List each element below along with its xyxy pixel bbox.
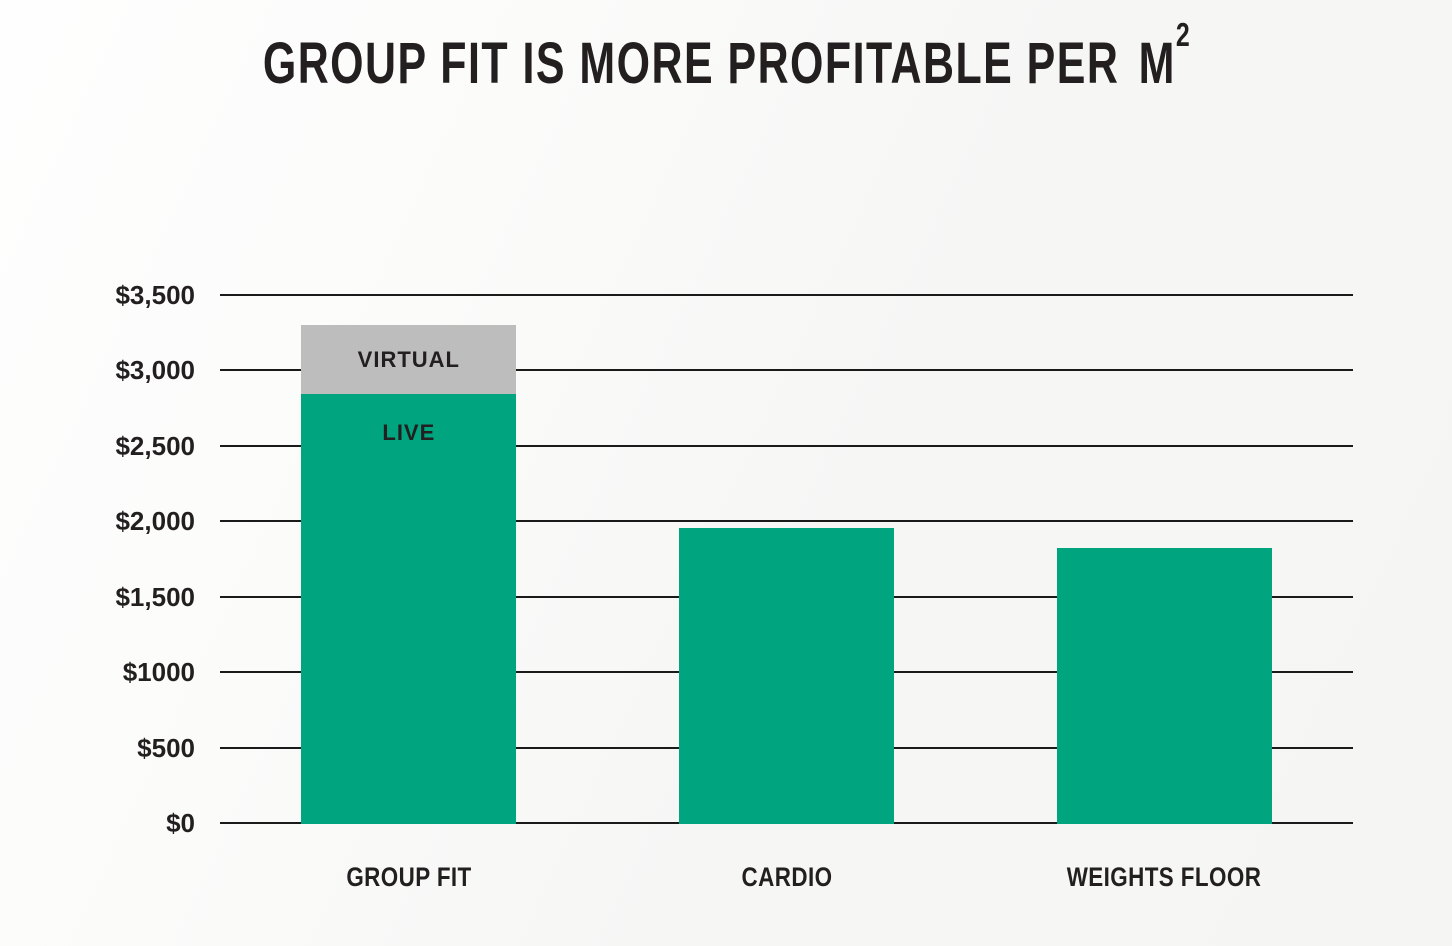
bar-segment-label: VIRTUAL <box>357 346 460 372</box>
x-axis-category-label: CARDIO <box>741 862 832 892</box>
y-axis-tick-label: $500 <box>137 732 195 763</box>
bar-segment-live <box>1056 548 1272 824</box>
bar-segment-label: LIVE <box>382 419 436 445</box>
gridline <box>220 369 1353 372</box>
x-axis-category-label: GROUP FIT <box>346 862 472 892</box>
y-axis-tick-label: $1,500 <box>115 581 195 612</box>
chart-title: GROUP FIT IS MORE PROFITABLE PER M2 <box>0 17 1452 97</box>
y-axis-tick-label: $2,500 <box>115 430 195 461</box>
y-axis-tick-label: $1000 <box>122 657 195 688</box>
bar-segment-virtual: VIRTUAL <box>301 325 517 394</box>
chart-title-unit: M <box>1138 31 1176 96</box>
bar-segment-live: LIVE <box>301 393 517 824</box>
y-axis-tick-label: $0 <box>166 808 195 838</box>
chart-title-superscript: 2 <box>1175 16 1190 54</box>
chart-title-main: GROUP FIT IS MORE PROFITABLE PER <box>262 31 1120 96</box>
gridline <box>220 294 1353 296</box>
y-axis-tick-label: $3,500 <box>115 280 195 310</box>
y-axis-tick-label: $2,000 <box>115 506 195 537</box>
chart-title-text: GROUP FIT IS MORE PROFITABLE PER M2 <box>262 17 1190 97</box>
bar-segment-live <box>679 528 894 824</box>
y-axis-tick-label: $3,000 <box>115 355 195 386</box>
x-axis-category-label: WEIGHTS FLOOR <box>1066 862 1262 892</box>
gridline <box>220 520 1353 523</box>
gridline <box>220 444 1353 447</box>
